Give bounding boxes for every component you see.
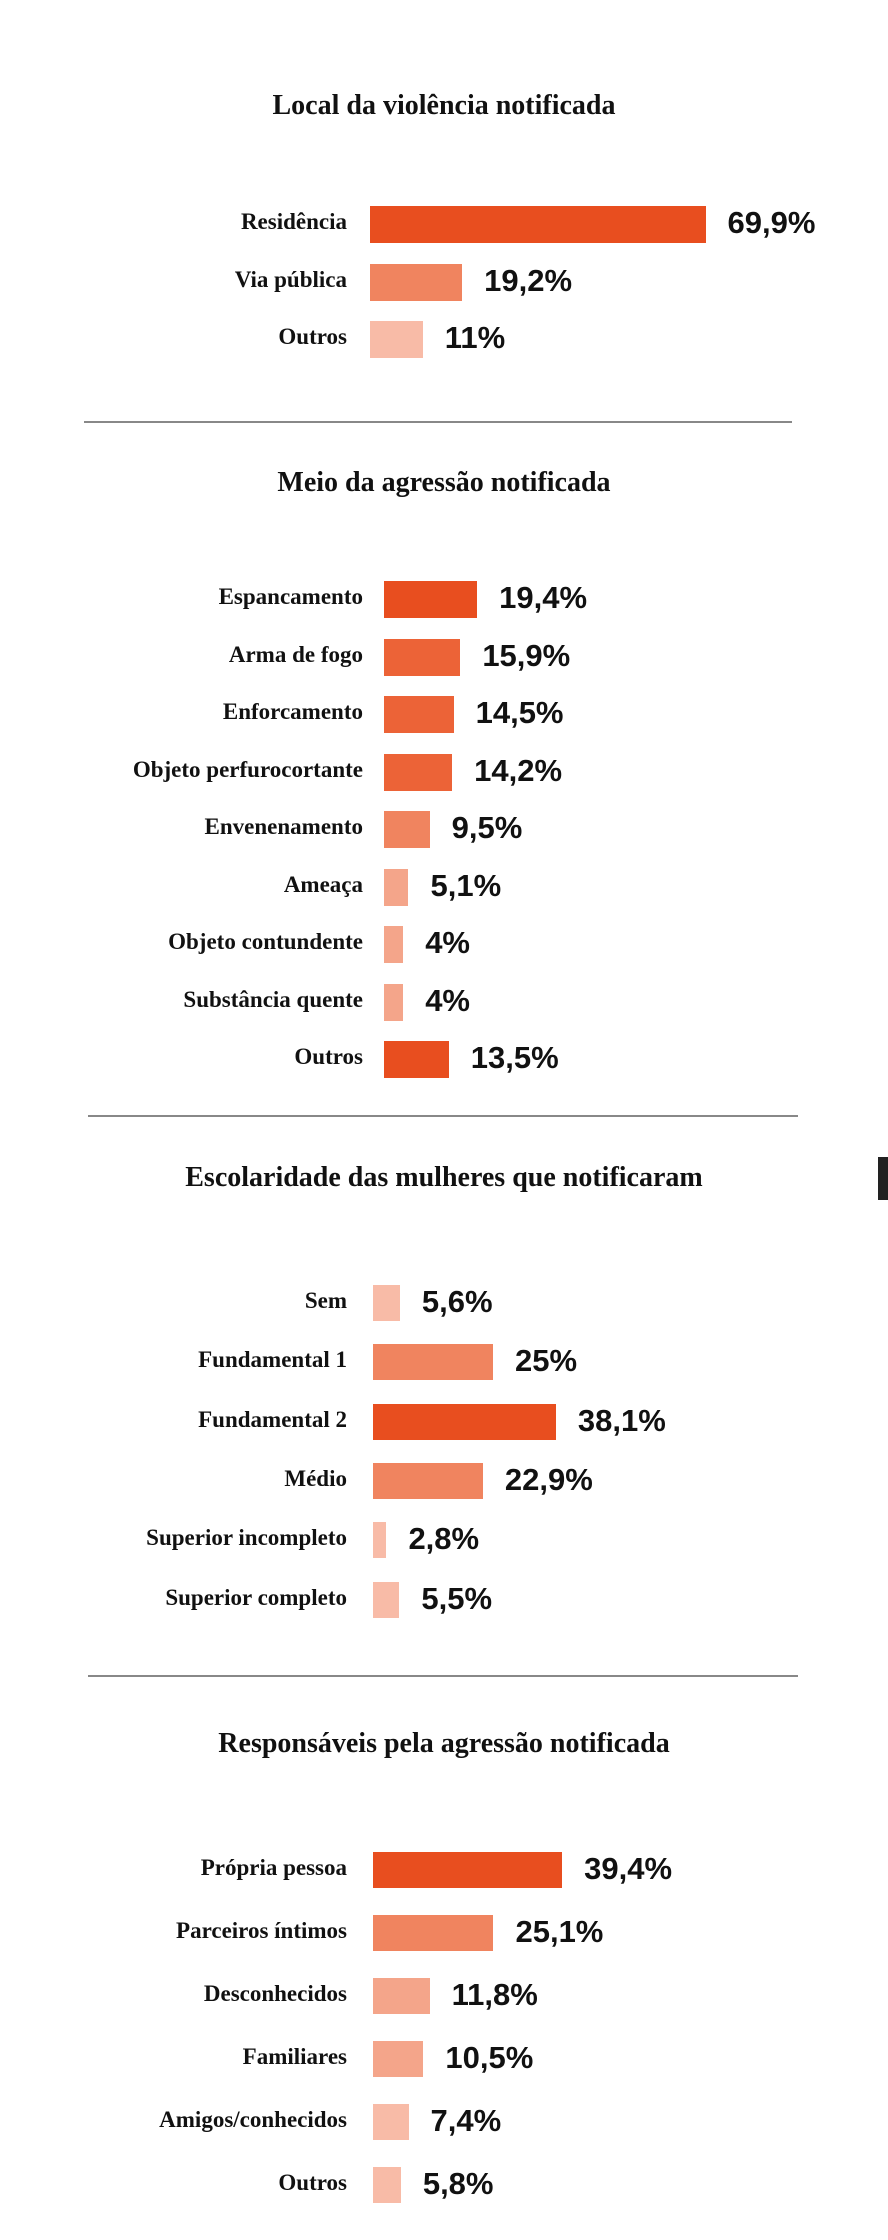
value-label: 14,5% xyxy=(475,695,564,730)
category-label: Objeto contundente xyxy=(168,929,363,954)
category-label: Objeto perfurocortante xyxy=(132,756,363,782)
bar xyxy=(373,2041,424,2077)
bar xyxy=(370,263,463,301)
category-label: Fundamental 1 xyxy=(198,1347,347,1373)
value-label: 4% xyxy=(425,982,470,1018)
bar xyxy=(373,1522,387,1559)
category-label: Outros xyxy=(278,2170,347,2195)
value-label: 2,8% xyxy=(408,1521,480,1557)
edge-mark xyxy=(878,1157,888,1200)
section-divider xyxy=(88,1115,798,1117)
bar xyxy=(370,206,706,243)
category-label: Outros xyxy=(294,1044,363,1069)
category-label: Espancamento xyxy=(218,584,363,609)
category-label: Médio xyxy=(284,1465,347,1491)
bar xyxy=(384,983,404,1021)
bar xyxy=(373,1852,563,1888)
section-divider xyxy=(88,1675,798,1677)
bar xyxy=(370,321,423,358)
category-label: Amigos/conhecidos xyxy=(159,2107,347,2132)
chart-title: Responsáveis pela agressão notificada xyxy=(218,1728,670,1759)
category-label: Sem xyxy=(304,1288,347,1313)
value-label: 22,9% xyxy=(504,1461,593,1497)
section-divider xyxy=(84,421,792,423)
bar xyxy=(373,1581,400,1618)
bar xyxy=(373,1978,430,2014)
bar xyxy=(373,1462,483,1499)
value-label: 11,8% xyxy=(451,1977,538,2012)
bar xyxy=(384,868,409,906)
chart-title: Local da violência notificada xyxy=(272,90,616,121)
value-label: 11% xyxy=(444,320,506,355)
bar xyxy=(384,581,478,618)
bar xyxy=(373,1344,493,1381)
value-label: 19,4% xyxy=(499,580,588,615)
category-label: Residência xyxy=(240,209,347,234)
category-label: Enforcamento xyxy=(222,699,363,724)
value-label: 5,6% xyxy=(421,1284,493,1319)
bar xyxy=(384,1041,449,1078)
value-label: 15,9% xyxy=(482,637,571,673)
value-label: 7,4% xyxy=(430,2103,502,2138)
bar xyxy=(384,811,430,848)
category-label: Outros xyxy=(278,324,347,349)
bar xyxy=(373,1403,556,1440)
chart-title: Meio da agressão notificada xyxy=(277,467,611,498)
value-label: 4% xyxy=(425,925,470,960)
value-label: 25,1% xyxy=(515,1914,604,1949)
bar xyxy=(373,2167,401,2203)
category-label: Superior incompleto xyxy=(146,1525,347,1551)
bar xyxy=(373,2104,409,2140)
category-label: Desconhecidos xyxy=(203,1981,347,2006)
value-label: 10,5% xyxy=(445,2040,534,2075)
bar xyxy=(373,1915,494,1951)
value-label: 5,1% xyxy=(430,867,502,903)
category-label: Familiares xyxy=(242,2044,347,2069)
bar xyxy=(373,1285,400,1321)
value-label: 13,5% xyxy=(470,1040,559,1075)
value-label: 39,4% xyxy=(584,1851,673,1886)
category-label: Parceiros íntimos xyxy=(176,1918,347,1943)
value-label: 5,5% xyxy=(421,1580,493,1616)
value-label: 69,9% xyxy=(727,205,816,240)
category-label: Substância quente xyxy=(183,986,363,1012)
value-label: 38,1% xyxy=(577,1402,666,1438)
bar xyxy=(384,926,404,963)
value-label: 9,5% xyxy=(451,810,523,845)
value-label: 5,8% xyxy=(422,2166,494,2201)
category-label: Fundamental 2 xyxy=(198,1406,347,1432)
bar xyxy=(384,638,461,676)
bar xyxy=(384,696,454,733)
category-label: Ameaça xyxy=(283,871,363,897)
category-label: Própria pessoa xyxy=(200,1855,347,1880)
category-label: Superior completo xyxy=(165,1584,347,1610)
category-label: Arma de fogo xyxy=(228,641,363,667)
bar xyxy=(384,753,453,791)
value-label: 19,2% xyxy=(484,262,573,298)
value-label: 14,2% xyxy=(474,752,563,788)
category-label: Via pública xyxy=(234,266,347,292)
chart-title: Escolaridade das mulheres que notificara… xyxy=(185,1162,703,1193)
category-label: Envenenamento xyxy=(204,814,363,839)
value-label: 25% xyxy=(515,1343,578,1379)
